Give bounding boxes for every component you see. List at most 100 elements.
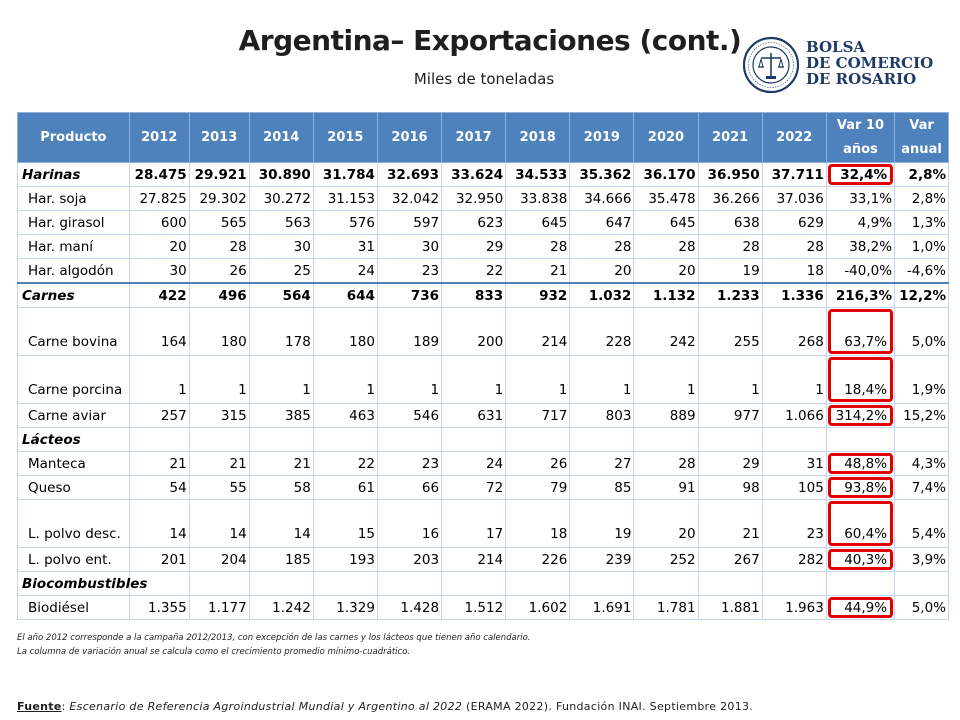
value-cell: 20 <box>633 258 699 284</box>
column-header: 2021 <box>697 112 763 163</box>
value-cell: 629 <box>761 210 827 235</box>
value-cell: 34.666 <box>569 186 635 211</box>
value-cell: 23 <box>376 258 443 284</box>
value-cell: 27.825 <box>128 186 190 211</box>
value-cell: 28 <box>505 234 571 259</box>
value-cell: 645 <box>633 210 699 235</box>
value-cell: 1.336 <box>761 282 827 308</box>
value-cell: 28 <box>569 234 635 259</box>
value-cell <box>312 427 378 452</box>
value-cell: 214 <box>441 547 507 572</box>
value-cell: 72 <box>441 475 507 500</box>
value-cell: 28 <box>188 234 250 259</box>
value-cell <box>441 427 507 452</box>
value-cell <box>697 571 763 596</box>
value-cell <box>894 427 949 452</box>
source-separator: : <box>61 700 70 713</box>
value-cell: 29 <box>441 234 507 259</box>
page-subtitle: Miles de toneladas <box>413 70 555 88</box>
value-cell: 12,2% <box>894 282 949 308</box>
value-cell: 20 <box>633 499 699 548</box>
var-10-highlight-cell: 40,3% <box>825 547 896 572</box>
value-cell: 1 <box>441 355 507 404</box>
value-cell: 31.153 <box>312 186 378 211</box>
value-cell: 19 <box>697 258 763 284</box>
table-row: Har. algodón 30 26 25 24 23 22 21 20 20 19 18 -40,0%… <box>17 258 949 284</box>
value-cell: 282 <box>761 547 827 572</box>
value-cell: 33,1% <box>825 186 896 211</box>
product-cell: Carne porcina <box>17 355 130 404</box>
value-cell: 1 <box>248 355 314 404</box>
value-cell: 1,3% <box>894 210 949 235</box>
table-body: Harinas 28.475 29.921 30.890 31.784 32.693 33.… <box>17 162 949 620</box>
value-cell: 1.963 <box>761 595 827 620</box>
value-cell: 1.602 <box>505 595 571 620</box>
cell-value: 93,8% <box>844 479 888 496</box>
value-cell: 563 <box>248 210 314 235</box>
product-cell: Carnes <box>17 282 130 308</box>
value-cell: 26 <box>505 451 571 476</box>
value-cell: 833 <box>441 282 507 308</box>
value-cell <box>376 571 443 596</box>
value-cell: 28 <box>633 234 699 259</box>
table-row: Biodiésel 1.355 1.177 1.242 1.329 1.428 1.512 1… <box>17 595 949 620</box>
value-cell: 1.355 <box>128 595 190 620</box>
value-cell: 1 <box>633 355 699 404</box>
value-cell: 600 <box>128 210 190 235</box>
value-cell: 1 <box>505 355 571 404</box>
value-cell: 33.838 <box>505 186 571 211</box>
value-cell: 644 <box>312 282 378 308</box>
value-cell: 25 <box>248 258 314 284</box>
source-rest: (ERAMA 2022). Fundación INAI. Septiembre… <box>462 700 754 713</box>
product-cell: Lácteos <box>17 427 130 452</box>
value-cell: -40,0% <box>825 258 896 284</box>
seal-icon <box>742 36 800 94</box>
value-cell <box>761 571 827 596</box>
value-cell: 24 <box>441 451 507 476</box>
page-title: Argentina– Exportaciones (cont.) <box>238 24 742 57</box>
column-header: 2013 <box>188 112 250 163</box>
column-header: Producto <box>17 112 130 163</box>
column-header: 2020 <box>633 112 699 163</box>
table-row: L. polvo desc. 14 14 14 15 16 17 18 19 20 21 23 60,4… <box>17 499 949 548</box>
value-cell: 178 <box>248 307 314 356</box>
value-cell: 422 <box>128 282 190 308</box>
value-cell: 16 <box>376 499 443 548</box>
value-cell: 180 <box>312 307 378 356</box>
value-cell: 18 <box>505 499 571 548</box>
value-cell: 385 <box>248 403 314 428</box>
var-10-highlight-cell: 314,2% <box>825 403 896 428</box>
table-row: L. polvo ent. 201 204 185 193 203 214 226 239 252… <box>17 547 949 572</box>
value-cell: 30.272 <box>248 186 314 211</box>
value-cell: 35.362 <box>569 162 635 187</box>
table-row: Carne porcina 1 1 1 1 1 1 1 1 1 1 1 18,4% 1,9% <box>17 355 949 404</box>
value-cell: 268 <box>761 307 827 356</box>
value-cell: 21 <box>188 451 250 476</box>
value-cell: 31.784 <box>312 162 378 187</box>
value-cell: 21 <box>128 451 190 476</box>
value-cell <box>825 571 896 596</box>
value-cell: 31 <box>312 234 378 259</box>
table-row: Carne aviar 257 315 385 463 546 631 717 803 889 97… <box>17 403 949 428</box>
value-cell: 37.711 <box>761 162 827 187</box>
value-cell: 79 <box>505 475 571 500</box>
var-10-highlight-cell: 44,9% <box>825 595 896 620</box>
value-cell: 1.032 <box>569 282 635 308</box>
logo-text: BOLSA DE COMERCIO DE ROSARIO <box>806 39 942 87</box>
value-cell: 1 <box>761 355 827 404</box>
cell-value: 18,4% <box>844 382 888 398</box>
source-line: Fuente: Escenario de Referencia Agroindu… <box>17 700 947 713</box>
value-cell: 803 <box>569 403 635 428</box>
value-cell: 30 <box>128 258 190 284</box>
column-header: 2014 <box>248 112 314 163</box>
value-cell: 14 <box>248 499 314 548</box>
footnotes: El año 2012 corresponde a la campaña 201… <box>17 631 947 659</box>
value-cell: 647 <box>569 210 635 235</box>
table-row: Carnes 422 496 564 644 736 833 932 1.032 1.132 1.2… <box>17 282 949 308</box>
product-cell: Har. soja <box>17 186 130 211</box>
table-row: Queso 54 55 58 61 66 72 79 85 91 98 105 93,8% 7,4% <box>17 475 949 500</box>
value-cell: 38,2% <box>825 234 896 259</box>
product-cell: Har. girasol <box>17 210 130 235</box>
value-cell: 255 <box>697 307 763 356</box>
value-cell: 37.036 <box>761 186 827 211</box>
